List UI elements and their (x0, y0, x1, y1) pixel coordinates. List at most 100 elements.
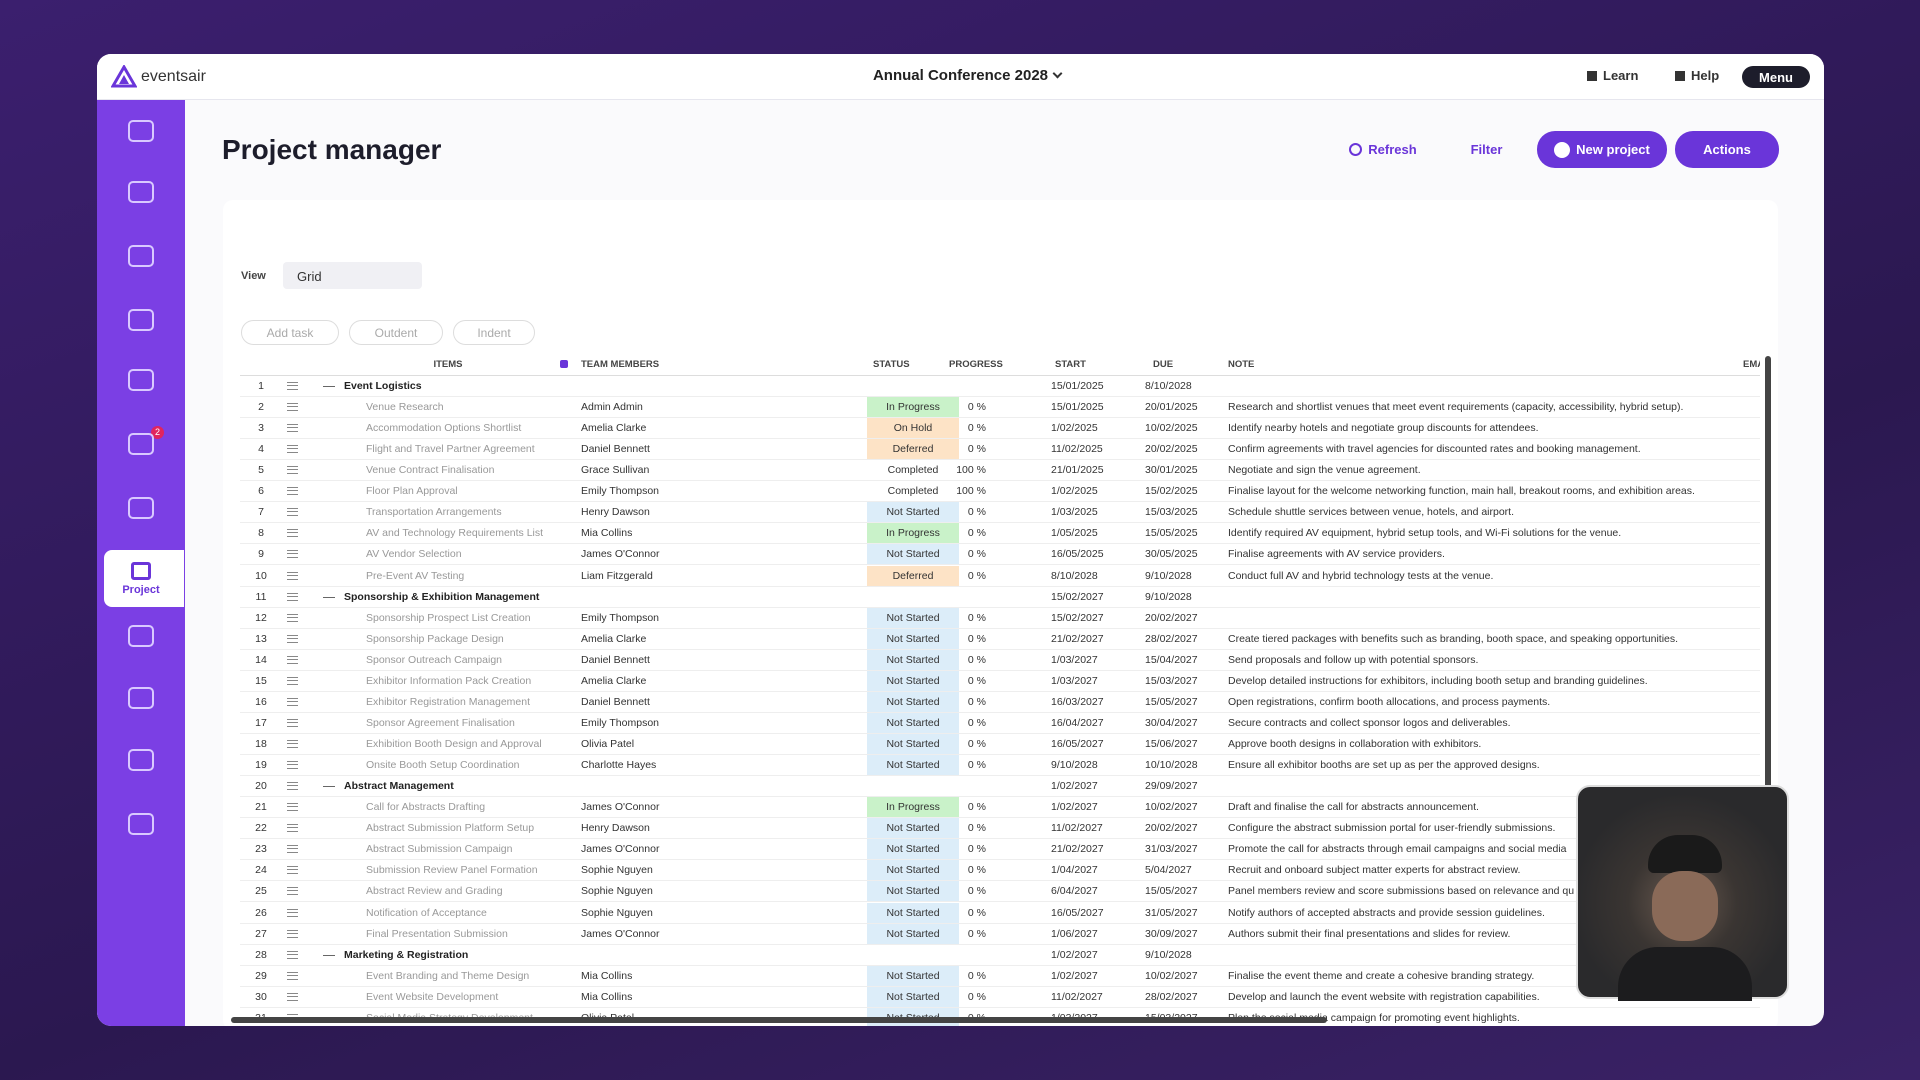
table-row[interactable]: 20 Abstract Management 1/02/2027 29/09/2027 (240, 776, 1760, 798)
drag-handle[interactable] (287, 845, 298, 854)
table-row[interactable]: 5 Venue Contract Finalisation Grace Sulliv… (240, 460, 1760, 482)
collapse-toggle[interactable] (323, 386, 335, 387)
nav-icon[interactable] (128, 433, 154, 455)
view-select[interactable]: Grid (283, 262, 422, 289)
drag-handle[interactable] (287, 466, 298, 475)
table-row[interactable]: 26 Notification of Acceptance Sophie Nguye… (240, 902, 1760, 924)
table-row[interactable]: 8 AV and Technology Requirements List Mia … (240, 523, 1760, 545)
table-row[interactable]: 17 Sponsor Agreement Finalisation Emily Th… (240, 712, 1760, 734)
horizontal-scrollbar[interactable] (231, 1017, 1327, 1023)
drag-handle[interactable] (287, 550, 298, 559)
table-row[interactable]: 21 Call for Abstracts Drafting James O'Con… (240, 797, 1760, 819)
drag-handle[interactable] (287, 571, 298, 580)
table-row[interactable]: 10 Pre-Event AV Testing Liam Fitzgerald Def… (240, 565, 1760, 587)
table-row[interactable]: 25 Abstract Review and Grading Sophie Nguy… (240, 881, 1760, 903)
drag-handle[interactable] (287, 866, 298, 875)
nav-icon[interactable] (128, 120, 154, 142)
table-row[interactable]: 15 Exhibitor Information Pack Creation Ame… (240, 670, 1760, 692)
drag-handle[interactable] (287, 403, 298, 412)
drag-handle[interactable] (287, 676, 298, 685)
nav-icon[interactable] (128, 625, 154, 647)
drag-handle[interactable] (287, 929, 298, 938)
drag-handle[interactable] (287, 424, 298, 433)
help-button[interactable]: Help (1675, 68, 1719, 83)
nav-icon[interactable] (128, 497, 154, 519)
menu-button[interactable]: Menu (1742, 66, 1810, 88)
drag-handle[interactable] (287, 718, 298, 727)
nav-icon[interactable] (128, 245, 154, 267)
drag-handle[interactable] (287, 908, 298, 917)
progress: 100 % (956, 485, 986, 498)
drag-handle[interactable] (287, 824, 298, 833)
table-row[interactable]: 4 Flight and Travel Partner Agreement Dani… (240, 439, 1760, 461)
table-row[interactable]: 3 Accommodation Options Shortlist Amelia C… (240, 418, 1760, 440)
collapse-toggle[interactable] (323, 596, 335, 598)
collapse-toggle[interactable] (323, 786, 335, 788)
drag-handle[interactable] (287, 950, 298, 959)
table-row[interactable]: 12 Sponsorship Prospect List Creation Emil… (240, 607, 1760, 629)
drag-handle[interactable] (287, 613, 298, 622)
vertical-scrollbar[interactable] (1765, 356, 1771, 828)
drag-handle[interactable] (287, 382, 298, 390)
filter-button[interactable]: Filter (1458, 131, 1515, 168)
status: Not Started (867, 965, 959, 986)
table-row[interactable]: 9 AV Vendor Selection James O'Connor Not St… (240, 544, 1760, 566)
nav-icon[interactable] (128, 309, 154, 331)
collapse-toggle[interactable] (323, 954, 335, 956)
nav-icon[interactable] (128, 749, 154, 771)
drag-handle[interactable] (287, 782, 298, 791)
drag-handle[interactable] (287, 697, 298, 706)
add-task-button[interactable]: Add task (241, 320, 339, 345)
table-row[interactable]: 16 Exhibitor Registration Management Danie… (240, 691, 1760, 713)
table-row[interactable]: 29 Event Branding and Theme Design Mia Col… (240, 965, 1760, 987)
drag-handle[interactable] (287, 803, 298, 812)
drag-handle[interactable] (287, 634, 298, 643)
drag-handle[interactable] (287, 445, 298, 454)
nav-icon[interactable] (128, 813, 154, 835)
help-icon (1675, 70, 1685, 81)
drag-handle[interactable] (287, 592, 298, 601)
new-project-button[interactable]: New project (1537, 131, 1667, 168)
drag-handle[interactable] (287, 487, 298, 496)
event-selector[interactable]: Annual Conference 2028 (867, 67, 1067, 84)
table-row[interactable]: 7 Transportation Arrangements Henry Dawson… (240, 502, 1760, 524)
start-date: 16/05/2027 (1051, 738, 1104, 751)
actions-button[interactable]: Actions (1675, 131, 1779, 168)
refresh-button[interactable]: Refresh (1346, 131, 1420, 168)
drag-handle[interactable] (287, 529, 298, 538)
nav-icon[interactable] (128, 181, 154, 203)
table-row[interactable]: 11 Sponsorship & Exhibition Management 15/… (240, 587, 1760, 608)
table-row[interactable]: 18 Exhibition Booth Design and Approval Ol… (240, 734, 1760, 756)
drag-handle[interactable] (287, 508, 298, 517)
task-name: Sponsor Agreement Finalisation (366, 716, 515, 729)
row-number: 30 (255, 990, 267, 1003)
table-row[interactable]: 27 Final Presentation Submission James O'C… (240, 923, 1760, 945)
note: Promote the call for abstracts through e… (1228, 843, 1567, 856)
indent-button[interactable]: Indent (453, 320, 535, 345)
table-row[interactable]: 6 Floor Plan Approval Emily Thompson Comple… (240, 481, 1760, 503)
drag-handle[interactable] (287, 740, 298, 749)
table-row[interactable]: 24 Submission Review Panel Formation Sophi… (240, 860, 1760, 882)
table-row[interactable]: 19 Onsite Booth Setup Coordination Charlot… (240, 755, 1760, 777)
table-row[interactable]: 1 Event Logistics 15/01/2025 8/10/2028 (240, 376, 1760, 397)
team-member: Grace Sullivan (581, 464, 650, 477)
drag-handle[interactable] (287, 992, 298, 1001)
table-row[interactable]: 30 Event Website Development Mia Collins No… (240, 986, 1760, 1008)
due-date: 20/01/2025 (1145, 401, 1198, 414)
table-row[interactable]: 14 Sponsor Outreach Campaign Daniel Bennet… (240, 649, 1760, 671)
outdent-button[interactable]: Outdent (349, 320, 443, 345)
learn-button[interactable]: Learn (1587, 68, 1638, 83)
table-row[interactable]: 28 Marketing & Registration 1/02/2027 9/10/… (240, 945, 1760, 966)
drag-handle[interactable] (287, 971, 298, 980)
drag-handle[interactable] (287, 761, 298, 770)
drag-handle[interactable] (287, 655, 298, 664)
nav-icon[interactable] (128, 687, 154, 709)
table-row[interactable]: 13 Sponsorship Package Design Amelia Clark… (240, 628, 1760, 650)
table-row[interactable]: 22 Abstract Submission Platform Setup Henr… (240, 818, 1760, 840)
row-number: 2 (258, 401, 264, 414)
nav-icon[interactable] (128, 369, 154, 391)
table-row[interactable]: 2 Venue Research Admin Admin In Progress 0 %… (240, 397, 1760, 419)
table-row[interactable]: 23 Abstract Submission Campaign James O'Co… (240, 839, 1760, 861)
drag-handle[interactable] (287, 887, 298, 896)
progress: 0 % (967, 611, 986, 624)
